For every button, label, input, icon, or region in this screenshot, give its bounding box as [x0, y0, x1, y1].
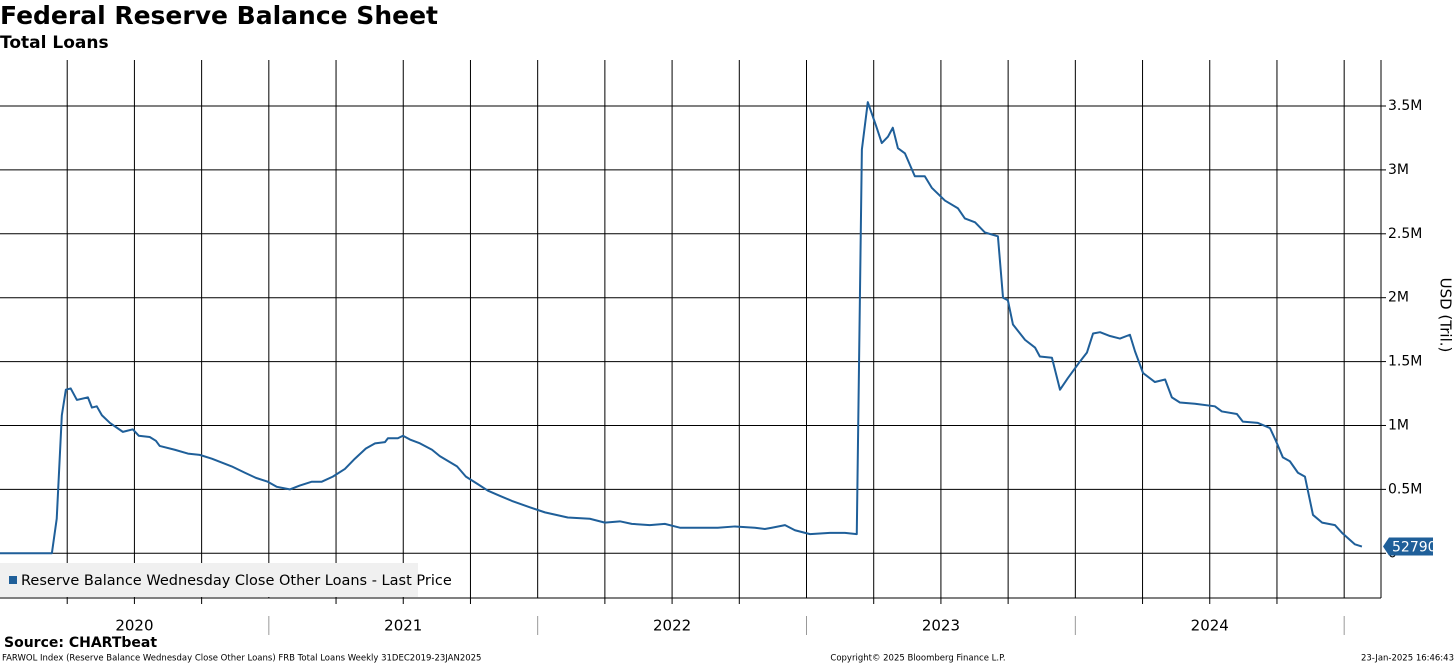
- source: Source: CHARTbeat: [4, 635, 157, 651]
- data-line: [0, 101, 1363, 555]
- x-tick-label: 2022: [653, 617, 691, 635]
- x-tick-label: 2020: [115, 617, 153, 635]
- footer-right: 23-Jan-2025 16:46:43: [1361, 654, 1454, 664]
- y-axis-label: USD (Tril.): [1437, 278, 1455, 353]
- y-tick-label: 1.5M: [1388, 354, 1422, 370]
- x-tick-label: 2023: [922, 617, 960, 635]
- x-tick-label: 2024: [1191, 617, 1229, 635]
- y-tick-label: 3M: [1388, 162, 1409, 178]
- plot-area: 2020202120222023202400.5M1M1.5M2M2.5M3M3…: [0, 60, 1437, 635]
- last-price-label: 52790: [1392, 540, 1437, 556]
- y-tick-label: 2.5M: [1388, 226, 1422, 242]
- footer-left: FARWOL Index (Reserve Balance Wednesday …: [2, 654, 481, 664]
- x-tick-label: 2021: [384, 617, 422, 635]
- footer-center: Copyright© 2025 Bloomberg Finance L.P.: [830, 654, 1005, 664]
- y-tick-label: 0.5M: [1388, 481, 1422, 497]
- legend-label: Reserve Balance Wednesday Close Other Lo…: [21, 573, 452, 589]
- chart-title: Federal Reserve Balance Sheet: [0, 1, 438, 30]
- y-tick-label: 2M: [1388, 290, 1409, 306]
- y-tick-label: 1M: [1388, 417, 1409, 433]
- legend-swatch: [9, 576, 17, 584]
- last-price-tag: [1383, 537, 1433, 556]
- chart-subtitle: Total Loans: [0, 33, 109, 53]
- legend-box: [0, 563, 418, 597]
- y-tick-label: 3.5M: [1388, 98, 1422, 114]
